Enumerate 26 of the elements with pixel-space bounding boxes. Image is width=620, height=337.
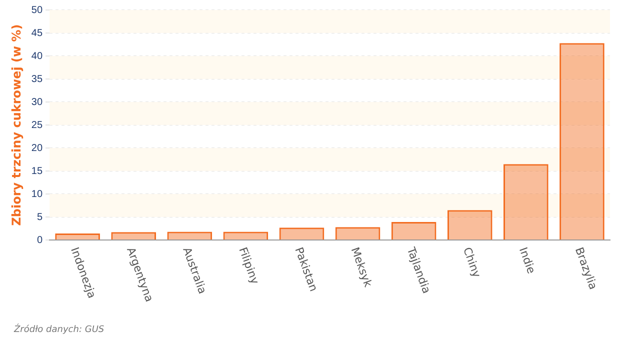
bar xyxy=(111,232,156,240)
bar xyxy=(55,234,100,240)
text: Źródło danych: GUS xyxy=(14,325,104,335)
y-tick-label: 10 xyxy=(31,188,43,200)
bar xyxy=(391,222,436,240)
bar xyxy=(504,164,548,240)
bar xyxy=(560,43,604,240)
y-tick-label: 40 xyxy=(31,50,43,62)
y-tick-label: 50 xyxy=(31,4,43,16)
bar xyxy=(279,228,324,240)
y-axis-title: Zbiory trzciny cukrowej (w %) xyxy=(9,24,24,226)
y-tick-label: 0 xyxy=(36,234,43,246)
y-tick-label: 15 xyxy=(31,166,43,177)
bar xyxy=(223,232,268,240)
bar xyxy=(447,210,492,240)
y-tick-label: 25 xyxy=(31,120,43,131)
x-tick-label: Indie xyxy=(516,246,538,276)
y-tick-label: 20 xyxy=(31,142,43,154)
y-tick-label: 5 xyxy=(36,212,43,223)
bar xyxy=(335,227,380,240)
bar xyxy=(167,232,212,240)
y-tick-label: 30 xyxy=(31,96,43,108)
y-tick-label: 35 xyxy=(31,74,43,85)
x-tick-label: Filipiny xyxy=(236,246,262,286)
y-tick-label: 45 xyxy=(31,28,43,39)
x-tick-label: Chiny xyxy=(460,246,484,280)
